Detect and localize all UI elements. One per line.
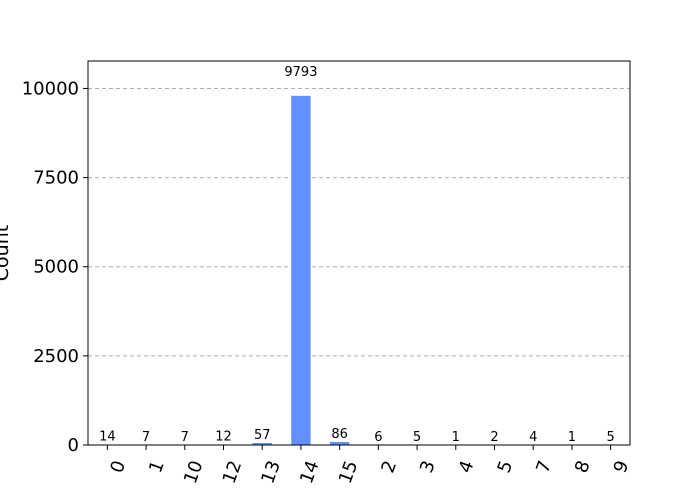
x-tick-label: 3 <box>416 458 440 476</box>
x-tick-label: 5 <box>494 458 518 476</box>
x-tick-label: 15 <box>335 458 363 487</box>
data-label: 4 <box>529 430 537 445</box>
x-tick-label: 13 <box>257 458 285 487</box>
plot-frame <box>87 60 631 446</box>
x-tick-label: 7 <box>532 458 556 476</box>
x-tick-label: 1 <box>145 458 169 476</box>
x-tick-label: 14 <box>296 458 324 487</box>
y-axis-ticks: 0 2500 5000 7500 10000 <box>22 78 88 456</box>
y-axis-label: Count <box>0 225 13 281</box>
data-label: 57 <box>254 428 271 443</box>
data-label: 5 <box>413 430 421 445</box>
data-label: 86 <box>331 427 348 442</box>
data-label: 5 <box>607 430 615 445</box>
x-tick-label: 10 <box>180 458 208 487</box>
x-tick-label: 2 <box>377 458 401 476</box>
data-label: 7 <box>142 430 150 445</box>
data-label: 1 <box>568 430 576 445</box>
bar <box>252 442 272 445</box>
x-tick-label: 12 <box>219 458 247 487</box>
x-axis-ticks: 0 1 10 12 13 14 15 2 3 4 5 7 8 9 <box>106 445 633 487</box>
data-label: 7 <box>181 430 189 445</box>
bar <box>291 95 311 446</box>
data-label: 1 <box>452 430 460 445</box>
data-label: 9793 <box>284 65 317 80</box>
bar <box>329 441 350 445</box>
x-tick-label: 9 <box>610 458 634 476</box>
x-tick-label: 8 <box>571 458 595 476</box>
data-label: 14 <box>99 430 116 445</box>
bars <box>97 95 621 446</box>
y-tick-label: 2500 <box>33 346 79 367</box>
data-label: 2 <box>490 430 498 445</box>
y-tick-label: 0 <box>68 435 79 456</box>
y-tick-label: 10000 <box>22 78 79 99</box>
grid-lines <box>88 87 630 357</box>
data-label: 12 <box>215 430 232 445</box>
x-tick-label: 4 <box>455 458 479 476</box>
x-tick-label: 0 <box>106 458 130 476</box>
data-label: 6 <box>374 430 382 445</box>
y-tick-label: 5000 <box>33 257 79 278</box>
y-tick-label: 7500 <box>33 168 79 189</box>
